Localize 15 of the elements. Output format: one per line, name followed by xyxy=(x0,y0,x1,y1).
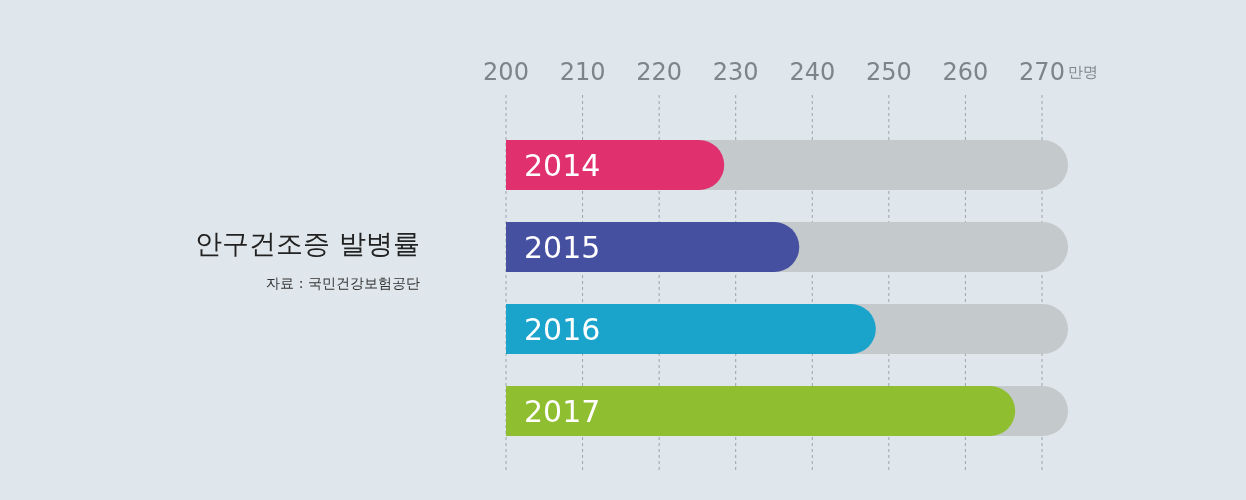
text: 자료 : 국민건강보험공단 xyxy=(266,275,420,291)
x-tick-label: 270 xyxy=(1019,58,1065,86)
x-tick-label: 230 xyxy=(712,58,759,86)
x-tick-label: 200 xyxy=(483,58,529,86)
x-tick-label: 210 xyxy=(559,58,606,86)
x-tick-label: 260 xyxy=(942,58,989,86)
y-tick-label: 2017 xyxy=(524,394,601,429)
text: 안구건조증 발병률 xyxy=(195,228,420,259)
y-tick-label: 2016 xyxy=(524,312,601,347)
y-tick-label: 2014 xyxy=(524,148,601,183)
x-axis-title: 만명 xyxy=(1068,63,1098,81)
y-tick-label: 2015 xyxy=(524,230,601,265)
x-tick-label: 250 xyxy=(865,58,912,86)
x-tick-label: 240 xyxy=(789,58,836,86)
x-tick-label: 220 xyxy=(636,58,683,86)
